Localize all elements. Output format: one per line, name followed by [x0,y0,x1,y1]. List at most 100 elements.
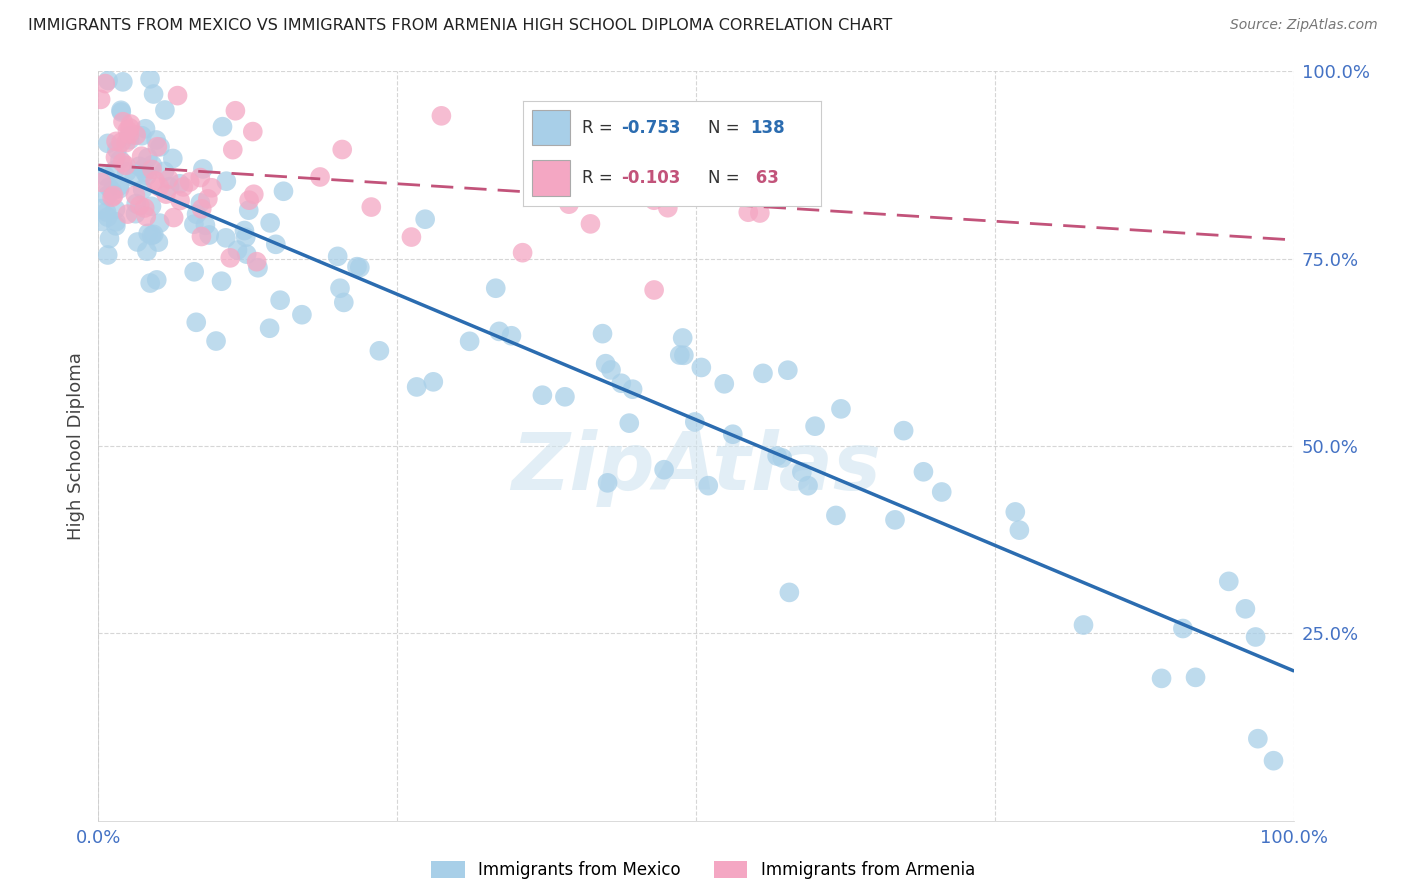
Point [134,165,156,179]
Point [141,228,163,243]
Point [273,184,295,198]
Point [101,190,124,204]
Point [96,205,118,219]
Point [183,217,205,231]
Point [145,133,167,147]
Point [97,136,120,151]
Point [600,363,623,377]
Point [329,281,352,295]
Point [186,315,208,329]
Point [124,207,146,221]
Point [748,206,770,220]
Point [115,136,138,150]
Point [134,201,156,215]
Point [222,143,245,157]
Y-axis label: High School Diploma: High School Diploma [66,352,84,540]
Point [269,293,291,308]
Point [169,194,191,208]
Point [238,193,260,207]
Point [259,321,281,335]
Point [1218,574,1240,589]
Point [333,295,356,310]
Point [136,227,159,241]
Point [135,244,157,259]
Text: IMMIGRANTS FROM MEXICO VS IMMIGRANTS FROM ARMENIA HIGH SCHOOL DIPLOMA CORRELATIO: IMMIGRANTS FROM MEXICO VS IMMIGRANTS FRO… [28,18,893,33]
Point [769,186,792,200]
Point [110,103,132,118]
Point [778,585,800,599]
Point [595,357,617,371]
Point [531,118,554,132]
Point [592,326,614,341]
Point [721,427,744,442]
Point [488,324,510,338]
Point [931,485,953,500]
Point [111,155,134,169]
Point [183,265,205,279]
Point [104,215,127,229]
Point [105,143,128,157]
Point [114,158,136,172]
Point [326,249,349,263]
Point [186,207,208,221]
Point [97,248,120,262]
Point [243,187,266,202]
Point [512,245,534,260]
Point [118,128,141,143]
Point [657,201,679,215]
Point [157,172,180,186]
Point [1073,618,1095,632]
Point [132,161,155,176]
Point [135,121,157,136]
Point [1150,672,1173,686]
Point [215,231,238,245]
Point [912,465,935,479]
Point [330,143,353,157]
Point [619,416,641,430]
Point [485,281,508,295]
Point [139,71,162,86]
Point [197,192,219,206]
Legend: Immigrants from Mexico, Immigrants from Armenia: Immigrants from Mexico, Immigrants from … [432,861,974,880]
Point [101,184,124,198]
Point [104,219,127,233]
Point [501,328,523,343]
Point [235,230,257,244]
Point [205,334,228,348]
Point [125,128,148,143]
Point [129,198,152,212]
Point [190,229,212,244]
Point [131,128,153,143]
Point [893,424,915,438]
Point [94,77,117,91]
Point [97,210,120,224]
Point [115,165,138,179]
Point [401,230,423,244]
Point [172,180,194,194]
Point [146,139,169,153]
Point [770,450,793,465]
Point [558,197,581,211]
Point [1171,622,1194,636]
Point [194,218,217,232]
Point [162,152,184,166]
Point [125,196,148,211]
Point [804,419,827,434]
Point [233,223,256,237]
Text: Source: ZipAtlas.com: Source: ZipAtlas.com [1230,18,1378,32]
Point [118,127,141,141]
Point [1247,731,1270,746]
Point [131,149,153,163]
Point [136,151,159,165]
Point [98,231,121,245]
Point [1184,670,1206,684]
Point [104,150,127,164]
Text: ZipAtlas: ZipAtlas [510,429,882,508]
Point [596,475,619,490]
Point [141,199,163,213]
Point [579,217,602,231]
Point [122,170,145,185]
Point [830,401,852,416]
Point [149,216,172,230]
Point [118,120,141,135]
